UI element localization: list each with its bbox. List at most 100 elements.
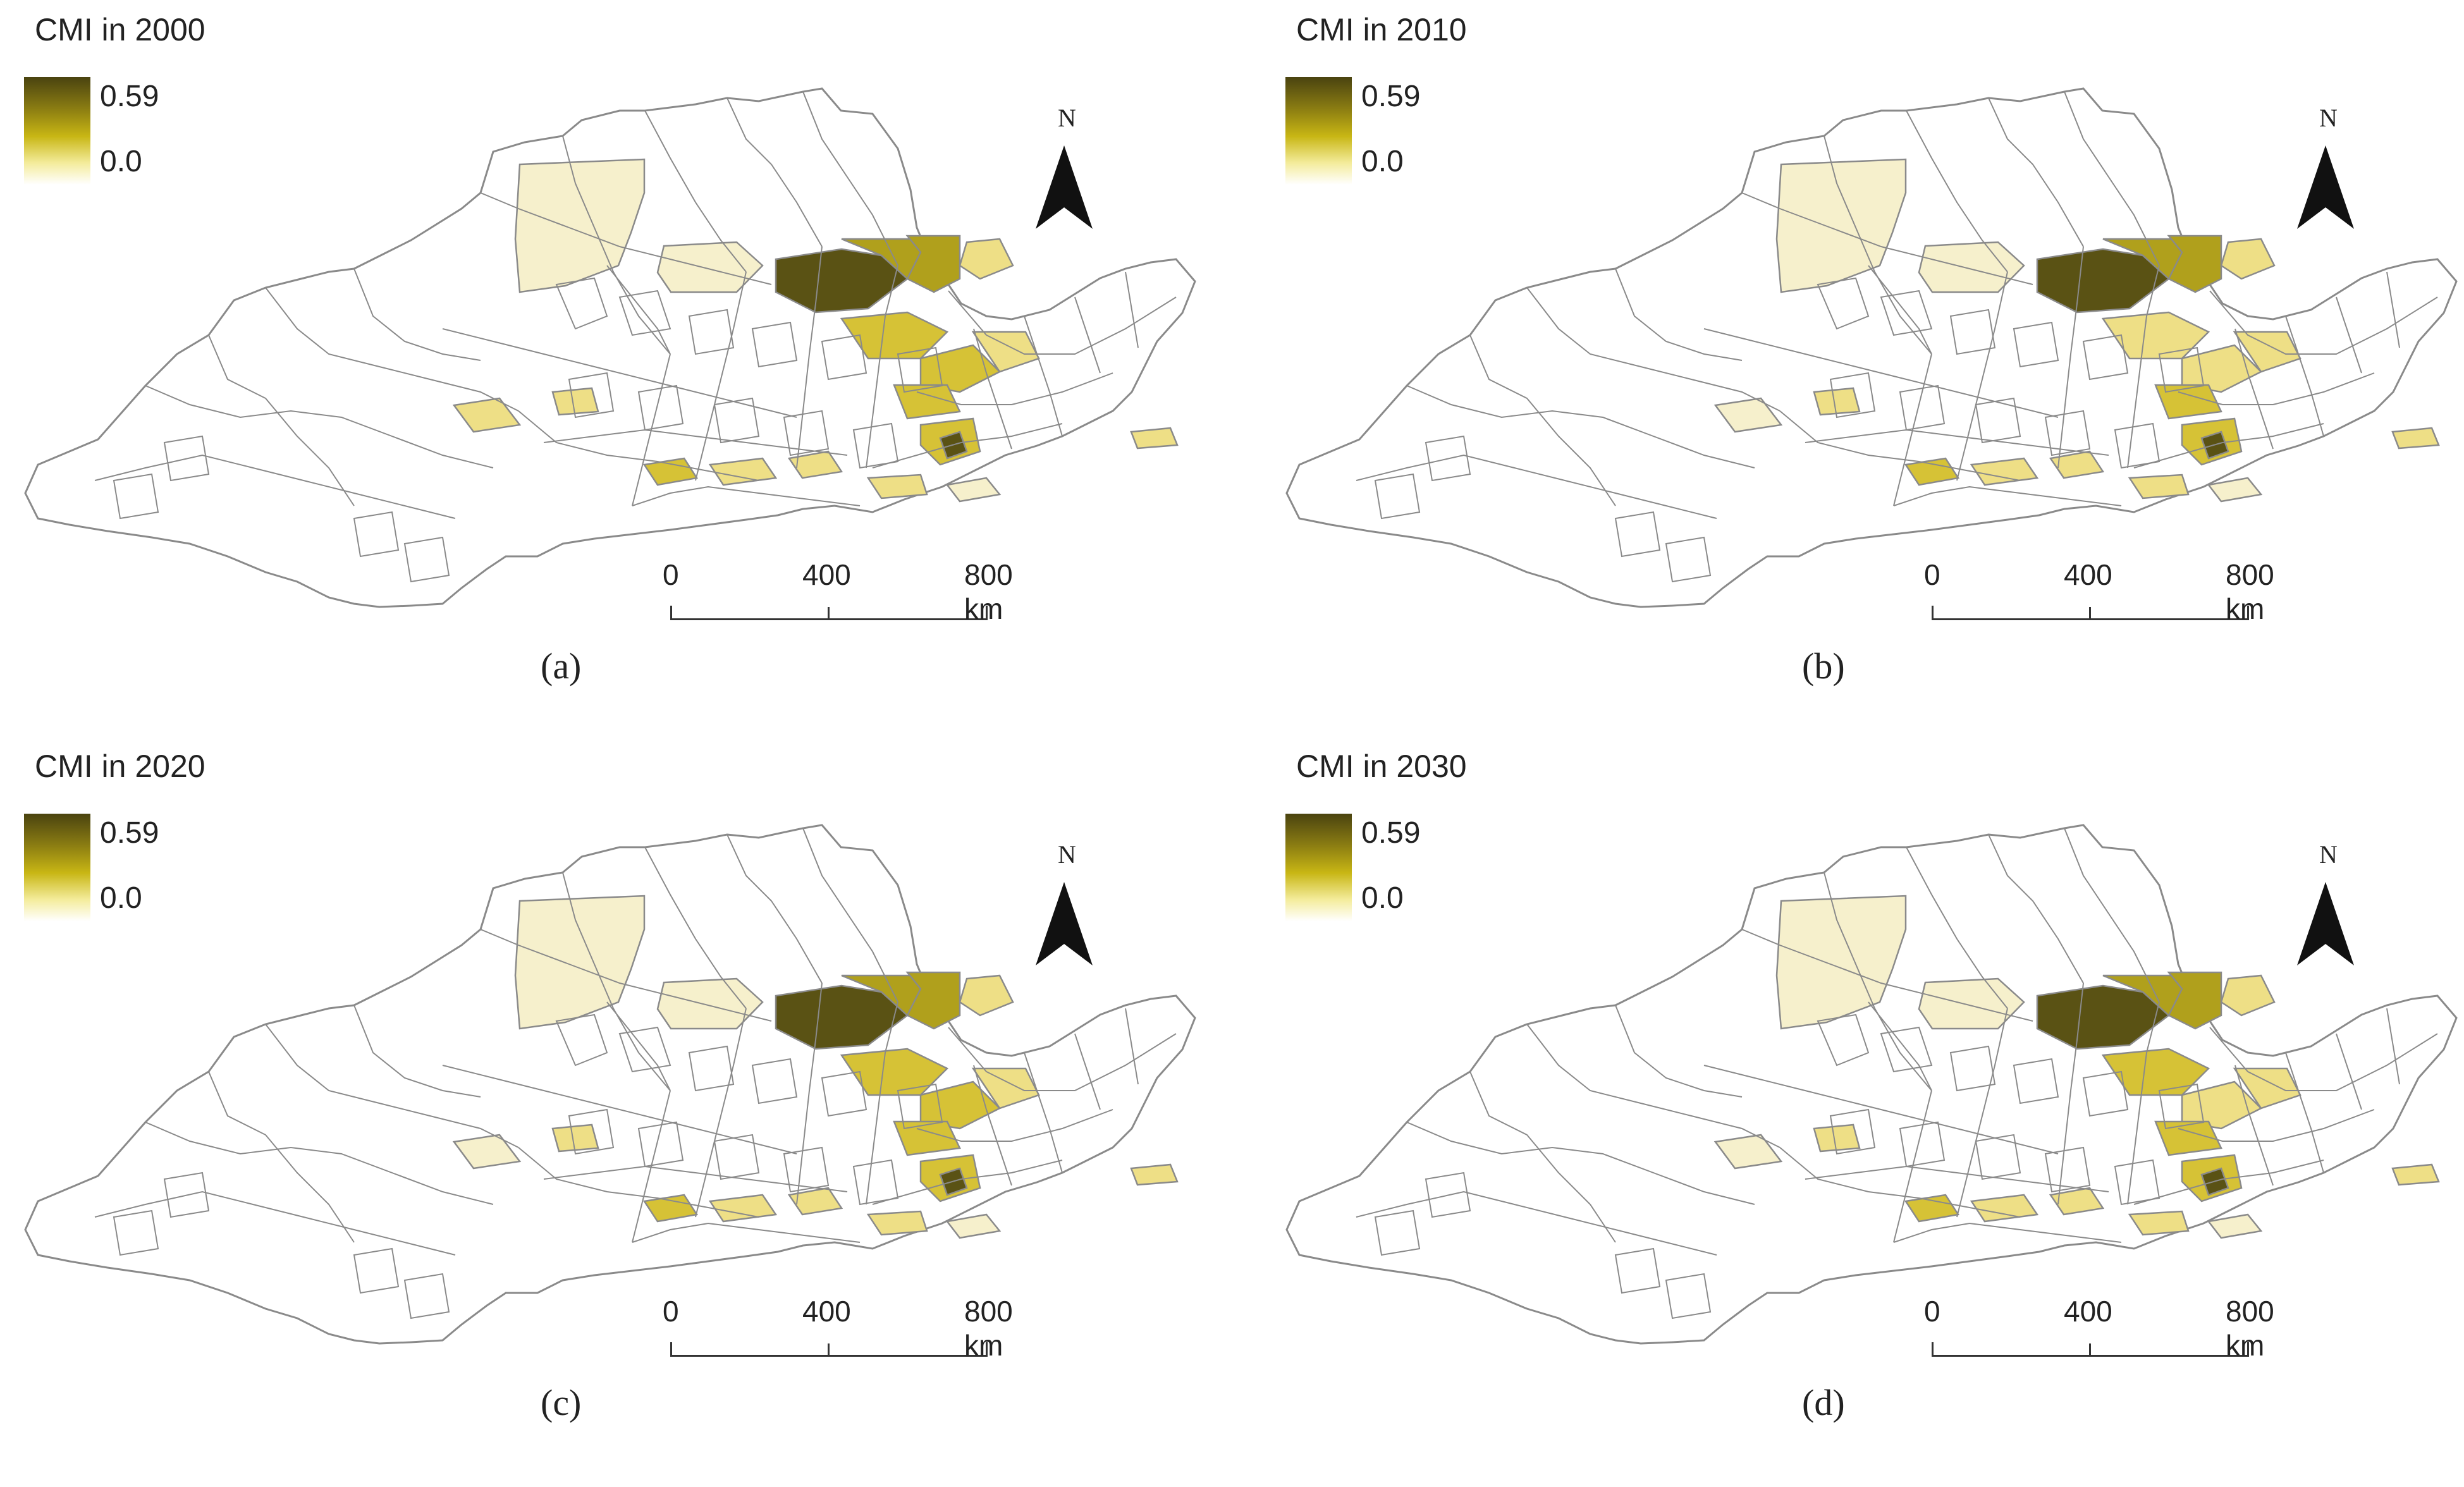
admin-boundary bbox=[713, 1134, 760, 1180]
admin-boundary-line bbox=[1988, 834, 2084, 984]
scale-label-0: 0 bbox=[1924, 558, 1940, 591]
scale-label-400: 400 bbox=[2064, 558, 2112, 591]
region-w-small-2 bbox=[1813, 1123, 1861, 1153]
admin-boundary-line bbox=[265, 287, 519, 412]
admin-boundary-line bbox=[1469, 1071, 1616, 1243]
region-sw-3 bbox=[2049, 450, 2105, 479]
admin-boundary bbox=[2082, 1070, 2129, 1117]
admin-boundary bbox=[751, 1058, 798, 1105]
admin-boundary-line bbox=[1406, 1122, 1755, 1205]
north-arrow-icon bbox=[2297, 882, 2354, 965]
admin-boundary bbox=[1949, 309, 1996, 355]
admin-boundary-line bbox=[1703, 1065, 2059, 1154]
region-e-1 bbox=[2101, 1048, 2210, 1096]
region-n-center bbox=[656, 241, 764, 293]
admin-boundary-line bbox=[1906, 847, 2008, 1009]
legend-color-ramp bbox=[24, 814, 90, 921]
admin-boundary bbox=[821, 334, 867, 381]
admin-boundary bbox=[897, 346, 943, 393]
region-s-1 bbox=[2128, 1210, 2190, 1236]
admin-boundary bbox=[1829, 1108, 1876, 1155]
admin-boundary-line bbox=[518, 1147, 759, 1218]
choropleth-map bbox=[1285, 87, 2458, 608]
admin-boundary-line bbox=[726, 97, 823, 247]
admin-boundary-line bbox=[1526, 287, 1781, 412]
region-e-4 bbox=[893, 384, 961, 420]
admin-boundary-line bbox=[1779, 410, 2021, 481]
admin-boundary-line bbox=[1906, 110, 2008, 272]
region-e-far bbox=[2391, 427, 2440, 450]
admin-boundary-line bbox=[353, 1005, 481, 1098]
region-e-2 bbox=[919, 344, 1002, 393]
region-core-1 bbox=[775, 984, 909, 1050]
admin-boundary bbox=[403, 536, 450, 583]
admin-boundary-line bbox=[1893, 353, 1932, 506]
admin-boundary-line bbox=[1823, 872, 1932, 1091]
admin-boundary-line bbox=[916, 372, 1113, 405]
admin-boundary-line bbox=[632, 1222, 861, 1243]
admin-boundary-line bbox=[1024, 1052, 1063, 1173]
admin-boundary-line bbox=[632, 486, 861, 506]
admin-boundary-line bbox=[644, 847, 747, 1009]
admin-boundary-line bbox=[1356, 454, 1717, 519]
admin-boundary-line bbox=[1893, 1222, 2122, 1243]
admin-boundary-line bbox=[948, 290, 1177, 355]
admin-boundary-line bbox=[2057, 246, 2084, 468]
scale-tick bbox=[1932, 1342, 1934, 1356]
region-e-far bbox=[1130, 427, 1179, 450]
scale-label-800: 800 km bbox=[964, 558, 1013, 625]
admin-boundary bbox=[568, 1108, 615, 1155]
scale-label-0: 0 bbox=[663, 1295, 679, 1328]
admin-boundary-line bbox=[872, 1160, 1063, 1205]
admin-boundary bbox=[1975, 397, 2021, 444]
scale-tick bbox=[670, 1342, 672, 1356]
region-s-2 bbox=[2207, 477, 2263, 503]
admin-boundary bbox=[618, 1026, 671, 1073]
legend-max-label: 0.59 bbox=[100, 80, 159, 113]
choropleth-map bbox=[24, 87, 1196, 608]
admin-boundary bbox=[1975, 1134, 2021, 1180]
admin-boundary bbox=[821, 1070, 867, 1117]
map-panel-c: CMI in 2020 0.59 0.0 N 0 400 800 km (c) bbox=[0, 737, 1232, 1480]
north-label: N bbox=[2319, 104, 2338, 132]
admin-boundary-line bbox=[1823, 135, 1932, 355]
admin-boundary bbox=[113, 1209, 159, 1256]
region-e-far bbox=[2391, 1163, 2440, 1186]
region-e-4 bbox=[2154, 384, 2222, 420]
legend-max-label: 0.59 bbox=[100, 816, 159, 850]
admin-boundary-line bbox=[2127, 265, 2160, 468]
admin-boundary-line bbox=[1125, 271, 1139, 348]
admin-boundary-line bbox=[606, 1001, 671, 1091]
admin-boundary bbox=[751, 321, 798, 368]
admin-boundary-line bbox=[2178, 1109, 2375, 1142]
admin-boundary-line bbox=[1956, 271, 2008, 481]
admin-boundary-line bbox=[2285, 315, 2324, 437]
scale-tick bbox=[670, 606, 672, 620]
region-sw-2 bbox=[708, 1194, 778, 1223]
region-west-big bbox=[514, 158, 646, 293]
admin-boundary-line bbox=[480, 929, 772, 1022]
admin-boundary-line bbox=[1779, 1147, 2021, 1218]
region-w-small-2 bbox=[1813, 387, 1861, 416]
region-core-1 bbox=[2036, 984, 2170, 1050]
scale-tick bbox=[2089, 1343, 2091, 1356]
admin-boundary bbox=[1880, 1026, 1933, 1073]
admin-boundary bbox=[1614, 1247, 1661, 1294]
north-label: N bbox=[2319, 840, 2338, 869]
region-e-2 bbox=[2181, 1080, 2263, 1130]
admin-boundary bbox=[1949, 1045, 1996, 1092]
legend-min-label: 0.0 bbox=[100, 145, 142, 178]
admin-boundary bbox=[783, 1146, 830, 1193]
map-panel-a: CMI in 2000 0.59 0.0 N 0 400 800 km (a) bbox=[0, 0, 1232, 744]
north-arrow-icon bbox=[1036, 882, 1093, 965]
scale-bar: 0 400 800 km bbox=[1924, 1295, 2274, 1375]
admin-boundary-line bbox=[2336, 297, 2362, 374]
admin-boundary bbox=[1817, 277, 1870, 330]
admin-boundary-line bbox=[265, 1024, 519, 1148]
region-ne-right bbox=[2220, 238, 2276, 280]
admin-boundary-line bbox=[726, 834, 823, 984]
scale-label-0: 0 bbox=[1924, 1295, 1940, 1328]
admin-boundary-line bbox=[442, 1065, 797, 1154]
admin-boundary-line bbox=[802, 91, 898, 266]
region-sw-2 bbox=[1970, 1194, 2039, 1223]
